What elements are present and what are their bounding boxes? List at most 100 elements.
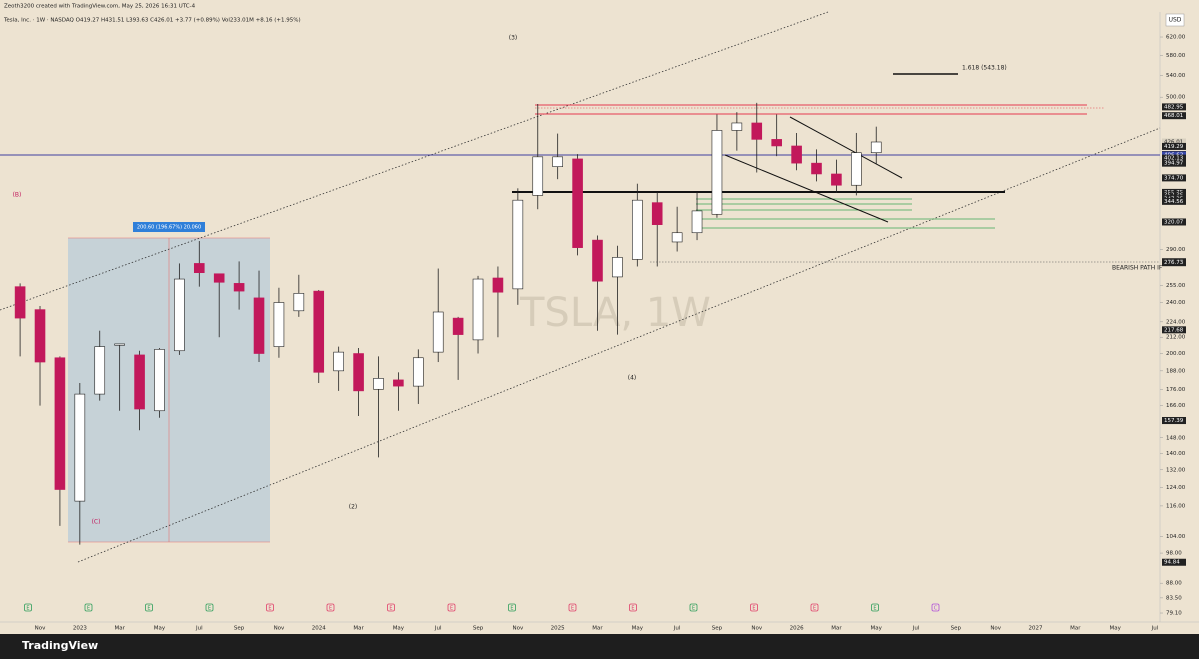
x-tick-label: 2027 [1029, 626, 1043, 632]
x-tick-label: Sep [473, 626, 484, 632]
event-label: E [329, 606, 332, 612]
x-tick-label: May [154, 626, 166, 632]
event-marker [629, 603, 637, 612]
y-tick-label: 240.00 [1166, 300, 1186, 306]
price-label-box [1162, 218, 1186, 226]
x-tick-label: Nov [274, 626, 285, 632]
wave-label: (B) [13, 192, 22, 199]
candle-body [412, 357, 424, 387]
event-marker [266, 603, 274, 612]
x-tick-label: Mar [592, 626, 603, 632]
event-marker [568, 603, 577, 612]
x-tick-label: Sep [234, 626, 245, 632]
candle-body [333, 351, 344, 372]
candle-body [651, 202, 663, 225]
candle-body [552, 156, 563, 167]
candle-body [273, 302, 285, 347]
candle-body [870, 141, 882, 154]
candle-body [313, 290, 325, 373]
x-tick-label: Jul [912, 626, 920, 632]
price-label-box [1162, 558, 1186, 566]
y-tick-label: 116.00 [1166, 503, 1186, 509]
candle-body [592, 239, 603, 282]
event-marker [508, 603, 516, 612]
fib-label: 1.618 (543.18) [962, 65, 1007, 72]
candle-body [353, 353, 364, 392]
event-label: E [510, 606, 513, 612]
candle-body [811, 162, 822, 175]
price-label-box [1162, 174, 1186, 182]
event-marker [145, 603, 153, 612]
x-tick-label: Nov [512, 626, 523, 632]
x-tick-label: Jul [195, 626, 203, 632]
y-tick-label: 212.00 [1166, 335, 1186, 341]
candle-body [94, 346, 106, 395]
x-tick-label: Nov [35, 626, 46, 632]
candle-body [193, 263, 205, 273]
y-tick-label: 540.00 [1166, 73, 1186, 79]
candle-body [174, 278, 185, 352]
credit: Zeoth3200 created with TradingView.com, … [4, 4, 196, 10]
y-tick-label: 188.00 [1166, 368, 1186, 374]
candle-body [512, 199, 524, 290]
y-tick-label: 200.00 [1166, 351, 1186, 357]
x-tick-label: 2026 [790, 626, 804, 632]
price-label: 157.39 [1164, 418, 1184, 424]
candle-body [572, 158, 583, 248]
price-label-box [1162, 112, 1186, 120]
currency-box [1165, 13, 1185, 27]
bearish-label: BEARISH PATH IF [1112, 265, 1163, 272]
candle-body [114, 343, 125, 346]
candle-body [711, 130, 723, 215]
y-tick-label: 132.00 [1166, 467, 1186, 473]
x-tick-label: Jul [1151, 626, 1159, 632]
event-label: E [208, 606, 211, 612]
x-tick-label: 2025 [551, 626, 565, 632]
wedge-line [724, 154, 889, 223]
x-tick-label: May [871, 626, 883, 632]
y-tick-label: 148.00 [1166, 435, 1186, 441]
event-label: E [631, 606, 634, 612]
footer-bar [0, 634, 1199, 659]
candle-body [34, 309, 46, 363]
candle-body [532, 156, 544, 196]
y-tick-label: 166.00 [1166, 403, 1186, 409]
y-tick-label: 98.00 [1166, 551, 1182, 557]
x-tick-label: Sep [712, 626, 723, 632]
x-tick-label: Jul [673, 626, 681, 632]
x-tick-label: Nov [751, 626, 762, 632]
candle-body [74, 393, 86, 502]
candle-body [213, 273, 225, 283]
candle-body [492, 277, 504, 293]
price-label-box [1162, 138, 1186, 146]
event-label: E [87, 606, 90, 612]
symbol-legend: Tesla, Inc. · 1W · NASDAQ O419.27 H431.5… [3, 18, 301, 24]
candle-body [154, 349, 165, 412]
event-marker [810, 603, 819, 612]
candle-body [233, 283, 245, 292]
x-tick-label: Mar [1070, 626, 1081, 632]
x-tick-label: May [393, 626, 405, 632]
watermark: TSLA, 1W [519, 290, 711, 336]
candle-body [612, 257, 623, 278]
y-tick-label: 255.00 [1166, 283, 1186, 289]
wave-label: (C) [92, 519, 101, 526]
candle-body [751, 122, 763, 140]
price-label-box [1162, 159, 1186, 167]
candle-body [831, 173, 842, 186]
candle-body [791, 145, 802, 164]
price-label: 94.84 [1164, 560, 1180, 566]
candle-body [432, 311, 444, 353]
event-label: E [571, 606, 574, 612]
candle-body [472, 278, 484, 341]
currency: USD [1169, 17, 1182, 24]
x-tick-label: 2024 [312, 626, 326, 632]
event-label: E [26, 606, 29, 612]
event-marker [447, 603, 456, 612]
price-label: 394.97 [1164, 161, 1184, 167]
price-label: 426.01 [1164, 139, 1183, 145]
price-label: 344.56 [1164, 199, 1184, 205]
candle-body [293, 293, 305, 312]
brand: TradingView [22, 639, 98, 652]
